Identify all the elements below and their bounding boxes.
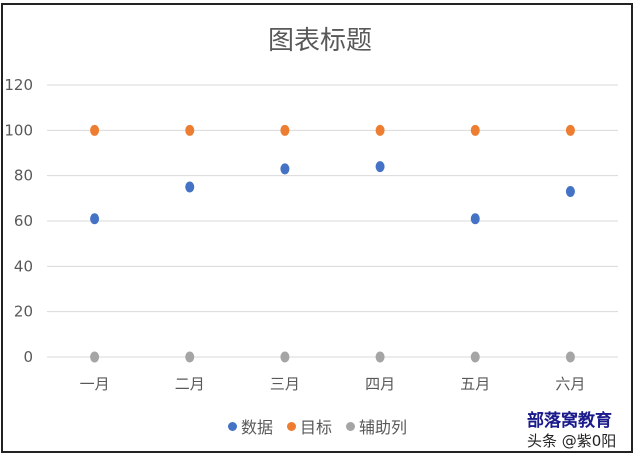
legend-item: 目标 [287, 414, 332, 438]
x-tick-label: 二月 [175, 375, 205, 393]
y-tick-label: 100 [4, 121, 33, 139]
data-point-数据 [470, 213, 480, 225]
data-point-目标 [185, 124, 195, 136]
legend-label: 目标 [300, 418, 333, 437]
data-point-数据 [375, 161, 385, 173]
legend-marker [346, 421, 356, 431]
legend-label: 辅助列 [359, 418, 408, 437]
watermark-logo: 部落窝教育 [527, 411, 612, 431]
legend-item: 辅助列 [346, 414, 407, 438]
legend-marker [287, 421, 297, 431]
y-tick-label: 60 [14, 212, 33, 230]
y-tick-label: 40 [14, 257, 33, 275]
data-point-目标 [565, 124, 575, 136]
chart-title: 图表标题 [267, 26, 372, 56]
watermark-author: 头条 @紫0阳 [527, 432, 617, 450]
legend-label: 数据 [241, 418, 274, 437]
data-point-辅助列 [565, 351, 575, 363]
x-tick-label: 五月 [460, 375, 490, 393]
x-tick-label: 四月 [365, 375, 395, 393]
data-point-辅助列 [375, 351, 385, 363]
legend: 数据 目标 辅助列 [228, 414, 407, 438]
data-point-辅助列 [280, 351, 290, 363]
y-tick-label: 0 [23, 348, 33, 366]
data-point-辅助列 [185, 351, 195, 363]
data-point-数据 [280, 163, 290, 175]
data-point-目标 [280, 124, 290, 136]
x-tick-label: 六月 [555, 375, 585, 393]
y-tick-label: 80 [14, 167, 33, 185]
data-point-数据 [90, 213, 100, 225]
x-tick-label: 三月 [270, 375, 300, 393]
data-point-目标 [470, 124, 480, 136]
data-point-数据 [185, 181, 195, 193]
data-point-目标 [375, 124, 385, 136]
y-tick-label: 20 [14, 303, 33, 321]
legend-marker [228, 421, 237, 431]
data-point-目标 [90, 124, 100, 136]
y-tick-label: 120 [4, 76, 33, 94]
data-point-辅助列 [470, 351, 480, 363]
data-point-辅助列 [90, 351, 100, 363]
x-tick-label: 一月 [80, 375, 110, 393]
legend-item: 数据 [228, 414, 273, 438]
data-point-数据 [565, 186, 575, 198]
chart-frame [1, 3, 633, 453]
